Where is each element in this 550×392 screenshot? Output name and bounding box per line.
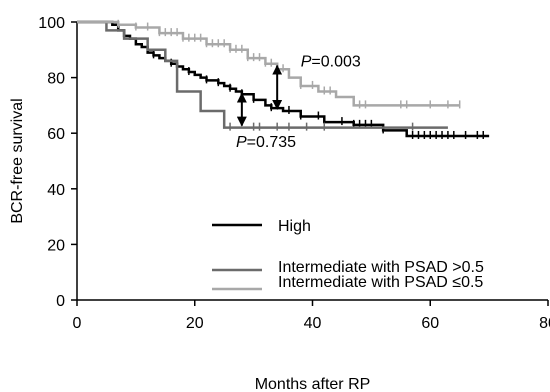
legend-label: Intermediate with PSAD >0.5 <box>278 259 484 276</box>
series-line <box>77 20 448 129</box>
y-tick-label: 0 <box>56 293 65 310</box>
p-symbol: P <box>301 53 312 70</box>
series-0 <box>77 20 490 139</box>
legend: High Intermediate with PSAD >0.5Intermedi… <box>212 218 484 291</box>
x-tick-label: 40 <box>304 315 322 332</box>
x-tick-label: 0 <box>73 315 82 332</box>
p-value-label: P=0.735 <box>236 134 296 151</box>
p-value-label: P=0.003 <box>301 53 361 70</box>
x-axis-title: Months after RP <box>255 376 371 392</box>
y-tick-label: 80 <box>47 71 65 88</box>
x-tick-label: 20 <box>186 315 204 332</box>
series-2 <box>77 19 461 109</box>
series-line <box>77 20 460 107</box>
y-tick-label: 20 <box>47 237 65 254</box>
x-tick-label: 60 <box>421 315 439 332</box>
y-tick-label: 40 <box>47 182 65 199</box>
series-layer <box>77 19 490 139</box>
series-1 <box>77 20 448 131</box>
x-tick-label: 80 <box>539 315 550 332</box>
legend-label: High <box>278 218 311 235</box>
axes: 0 20 40 60 80 100 0 20 40 60 80 <box>38 15 550 332</box>
p-value: =0.735 <box>247 134 296 151</box>
p-symbol: P <box>236 134 247 151</box>
y-axis-title: BCR-free survival <box>9 98 26 223</box>
legend-label: Intermediate with PSAD ≤0.5 <box>278 274 483 291</box>
p-value: =0.003 <box>311 53 360 70</box>
y-tick-label: 60 <box>47 126 65 143</box>
series-line <box>77 20 490 138</box>
y-tick-label: 100 <box>38 15 65 32</box>
